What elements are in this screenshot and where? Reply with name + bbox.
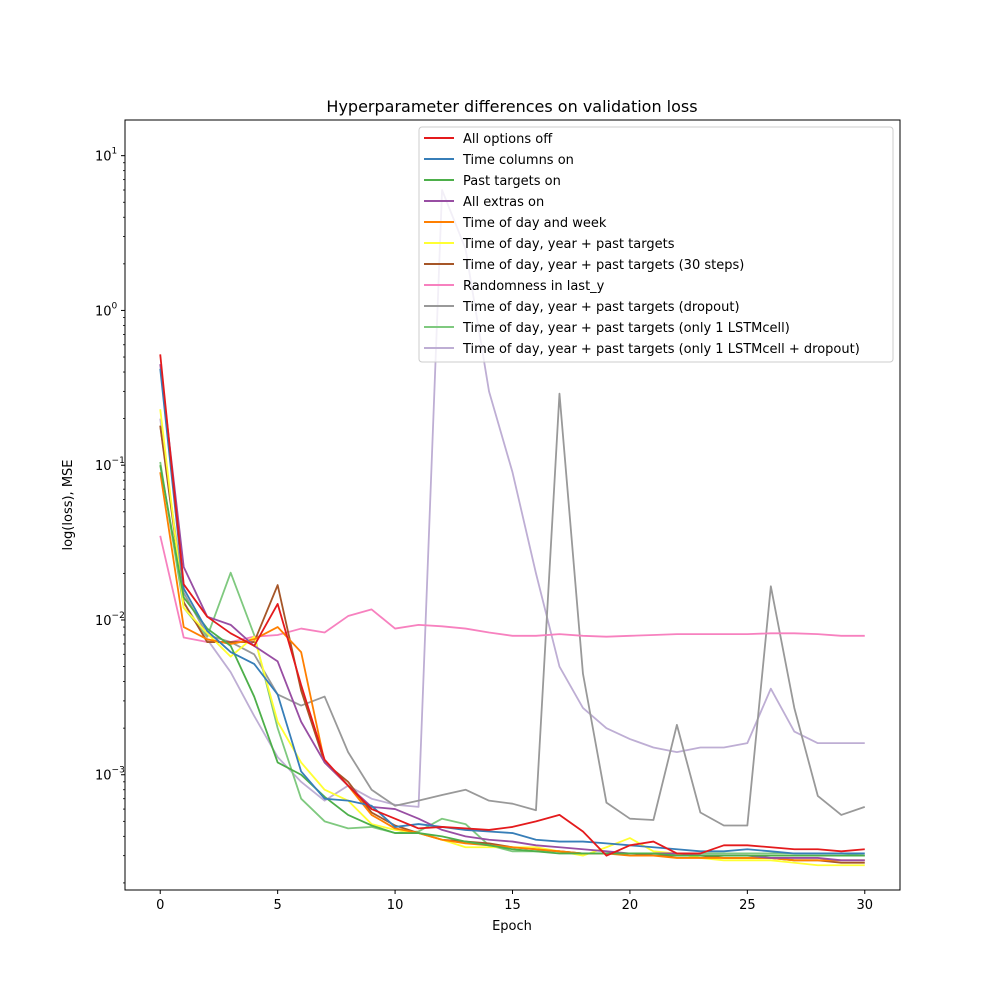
series-line-10 xyxy=(159,461,865,857)
x-tick-label: 0 xyxy=(156,898,164,913)
legend-label: Time of day, year + past targets (dropou… xyxy=(462,300,740,315)
legend-label: Past targets on xyxy=(463,174,561,189)
legend-label: Time columns on xyxy=(462,153,574,168)
x-tick-label: 20 xyxy=(622,898,639,913)
series-layer xyxy=(159,189,866,867)
x-axis-title: Epoch xyxy=(492,919,532,934)
legend-label: Time of day, year + past targets xyxy=(462,237,675,252)
series-line-3 xyxy=(159,465,865,857)
series-line-8 xyxy=(159,535,865,643)
x-tick-label: 10 xyxy=(387,898,404,913)
y-axis-title: log(loss), MSE xyxy=(61,459,76,550)
legend: All options off Time columns on Past targe… xyxy=(418,126,894,363)
x-tick-label: 25 xyxy=(739,898,756,913)
legend-label: All options off xyxy=(463,132,553,147)
legend-box xyxy=(418,126,894,363)
x-tick-label: 5 xyxy=(274,898,282,913)
series-line-2 xyxy=(159,368,865,855)
legend-label: Time of day, year + past targets (only 1… xyxy=(462,321,790,336)
chart-title: Hyperparameter differences on validation… xyxy=(326,97,697,116)
x-tick-label: 15 xyxy=(504,898,521,913)
series-line-5 xyxy=(159,472,865,862)
series-line-11 xyxy=(159,189,865,808)
legend-label: Time of day, year + past targets (30 ste… xyxy=(462,258,744,273)
series-line-1 xyxy=(159,354,865,857)
x-axis: 0 5 10 15 20 25 30 xyxy=(156,890,873,913)
legend-label: Time of day and week xyxy=(462,216,607,231)
legend-label: Randomness in last_y xyxy=(463,279,605,294)
legend-label: Time of day, year + past targets (only 1… xyxy=(462,342,860,357)
x-tick-label: 30 xyxy=(856,898,873,913)
legend-label: All extras on xyxy=(463,195,544,210)
